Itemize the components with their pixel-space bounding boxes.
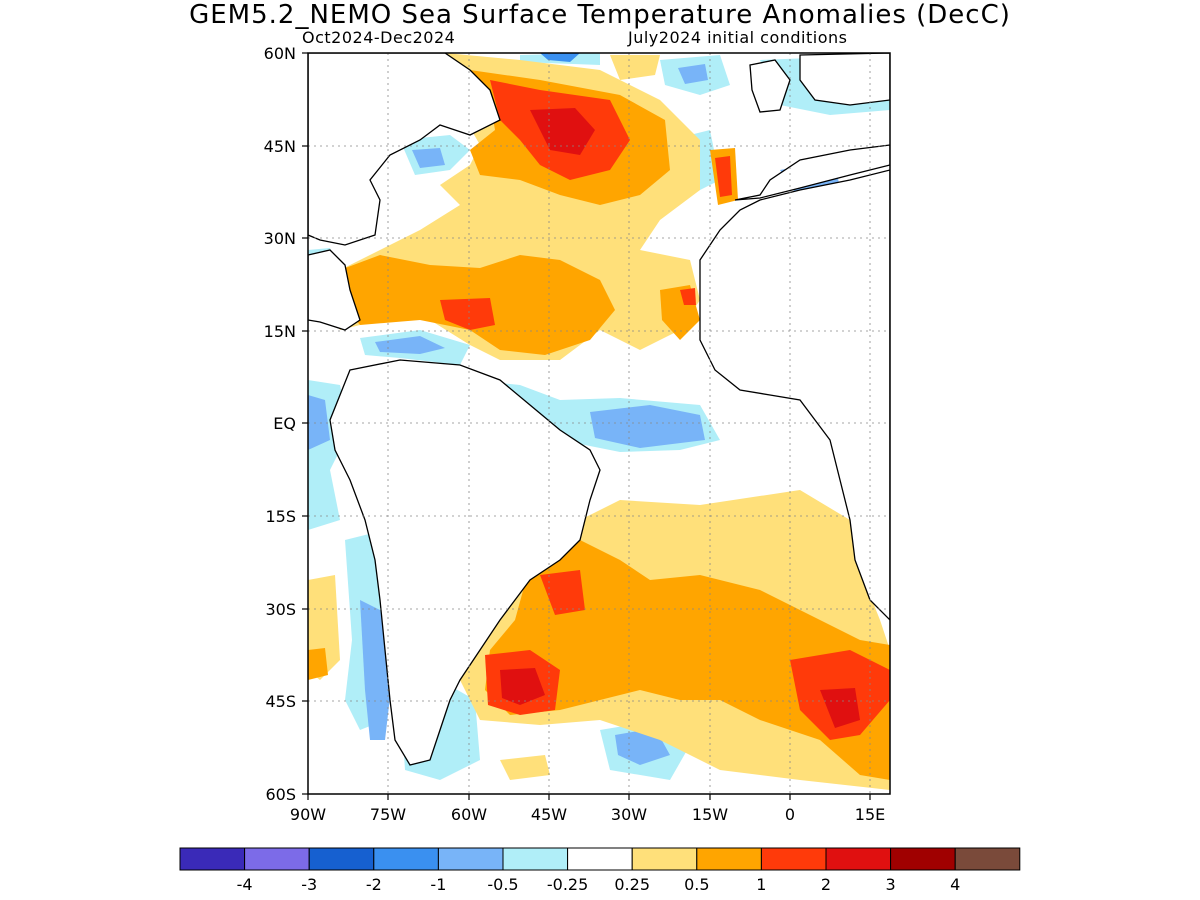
longitude-labels: 90W 75W 60W 45W 30W 15W 0 15E	[290, 805, 885, 824]
colorbar-swatch	[760, 847, 827, 871]
colorbar-label: -4	[237, 875, 253, 894]
lon-label: 15E	[855, 805, 885, 824]
lon-label: 60W	[451, 805, 487, 824]
lon-label: 30W	[611, 805, 647, 824]
colorbar-label: 3	[886, 875, 896, 894]
south-america-land	[329, 359, 601, 766]
europe-coast	[734, 144, 890, 201]
colorbar: -4 -3 -2 -1 -0.5 -0.25 0.25 0.5 1 2 3 4	[179, 847, 1021, 894]
axis-ticks	[302, 52, 871, 800]
colorbar-label: -1	[430, 875, 446, 894]
lon-label: 0	[785, 805, 795, 824]
lat-label: 45S	[265, 692, 296, 711]
colorbar-label: -0.5	[487, 875, 518, 894]
colorbar-label: 0.5	[684, 875, 709, 894]
central-america-land	[308, 249, 361, 331]
initial-conditions: July2024 initial conditions	[628, 28, 848, 47]
lon-label: 45W	[531, 805, 567, 824]
colorbar-swatch	[631, 847, 698, 871]
colorbar-label: -2	[366, 875, 382, 894]
lat-label: EQ	[273, 414, 296, 433]
forecast-period: Oct2024-Dec2024	[302, 28, 456, 47]
colorbar-swatch	[437, 847, 504, 871]
colorbar-label: 4	[950, 875, 960, 894]
lat-label: 30S	[265, 600, 296, 619]
lat-label: 15S	[265, 507, 296, 526]
grid-lines	[308, 53, 890, 794]
colorbar-swatch	[567, 847, 633, 871]
colorbar-swatch	[890, 847, 956, 871]
lat-label: 45N	[264, 137, 296, 156]
lon-label: 75W	[370, 805, 406, 824]
scandinavia-land	[799, 53, 890, 106]
colorbar-swatch	[696, 847, 762, 871]
north-america-land	[308, 53, 501, 246]
latitude-labels: 60N 45N 30N 15N EQ 15S 30S 45S 60S	[264, 44, 296, 804]
lon-label: 90W	[290, 805, 326, 824]
colorbar-label: -0.25	[547, 875, 588, 894]
colorbar-swatch	[502, 847, 569, 871]
colorbar-swatch	[373, 847, 439, 871]
lat-label: 60N	[264, 44, 296, 63]
colorbar-swatch	[244, 847, 310, 871]
colorbar-label: -3	[301, 875, 317, 894]
british-isles-land	[749, 59, 791, 113]
map-title: GEM5.2_NEMO Sea Surface Temperature Anom…	[189, 0, 1011, 30]
africa-land	[699, 169, 890, 621]
lon-label: 15W	[692, 805, 728, 824]
colorbar-label: 0.25	[614, 875, 650, 894]
lat-label: 60S	[265, 785, 296, 804]
lat-label: 30N	[264, 229, 296, 248]
colorbar-swatch	[308, 847, 375, 871]
continents	[308, 53, 890, 766]
colorbar-swatch	[954, 847, 1021, 871]
colorbar-label: 1	[756, 875, 766, 894]
colorbar-swatch	[825, 847, 892, 871]
lat-label: 15N	[264, 322, 296, 341]
colorbar-swatch	[179, 847, 246, 871]
colorbar-label: 2	[821, 875, 831, 894]
